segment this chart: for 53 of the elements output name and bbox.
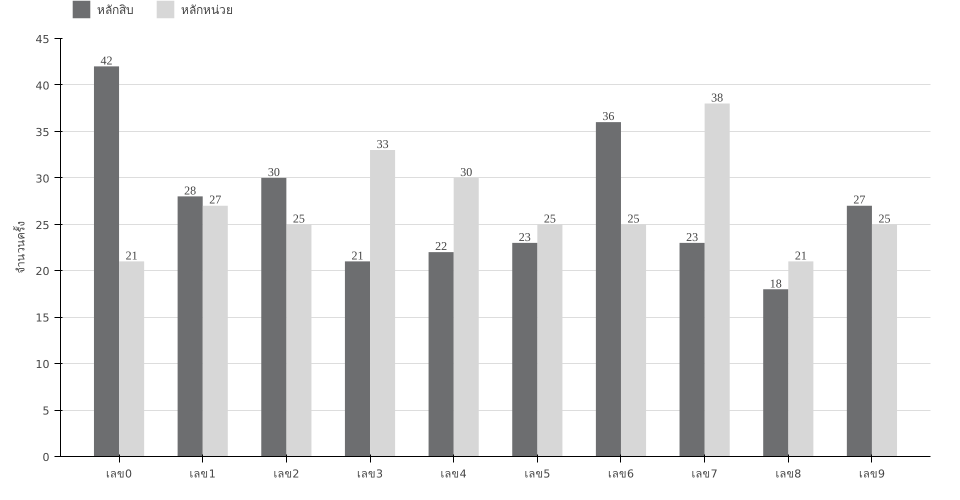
y-tick-label: 45 [36,33,50,46]
data-label: 27 [853,192,866,207]
bar [846,206,872,456]
y-tick-label: 15 [36,312,50,325]
y-tick-label: 0 [42,451,50,464]
data-label: 21 [126,248,138,262]
data-label: 27 [209,192,222,207]
bar [344,261,370,456]
data-label: 36 [602,109,614,124]
legend-label: หลักหน่วย [181,2,233,18]
bar [596,122,621,456]
data-label: 28 [184,183,196,198]
x-tick-label: เลข9 [858,468,885,480]
data-label: 25 [544,211,556,226]
data-label: 25 [292,211,305,226]
bar [178,196,203,456]
data-label: 30 [460,164,472,179]
x-tick-label: เลข4 [440,468,467,480]
x-tick-label: เลข0 [106,468,132,480]
y-tick-label: 10 [36,358,50,372]
x-tick-label: เลข8 [775,468,802,480]
data-label: 42 [100,53,113,68]
bar [94,66,120,456]
data-label: 21 [794,248,807,262]
y-tick-label: 20 [36,265,50,278]
y-tick-label: 40 [36,79,50,92]
data-label: 33 [376,136,389,151]
x-tick-label: เลข3 [357,468,384,480]
x-tick-label: เลข5 [524,468,550,480]
y-tick-label: 25 [36,218,50,232]
bar [763,289,788,456]
bar [512,242,538,456]
data-label: 22 [435,239,448,254]
legend-label: หลักสิบ [97,2,134,18]
bar [428,252,454,456]
y-tick-label: 35 [36,126,50,139]
bar [261,178,286,456]
y-tick-label: 5 [42,404,50,418]
data-label: 25 [878,211,890,226]
data-label: 23 [518,230,531,244]
data-label: 25 [628,211,640,226]
x-tick-label: เลข6 [608,468,634,480]
bar [680,242,705,456]
data-label: 38 [711,90,724,105]
data-label: 30 [268,164,280,179]
data-label: 23 [686,230,698,244]
x-tick-label: เลข7 [692,468,718,480]
y-tick-label: 30 [36,172,50,186]
data-label: 21 [351,248,364,262]
data-label: 18 [770,276,782,290]
x-tick-label: เลข2 [273,468,300,480]
x-tick-label: เลข1 [190,468,216,480]
y-axis-title: จำนวนครั้ง [12,222,28,274]
